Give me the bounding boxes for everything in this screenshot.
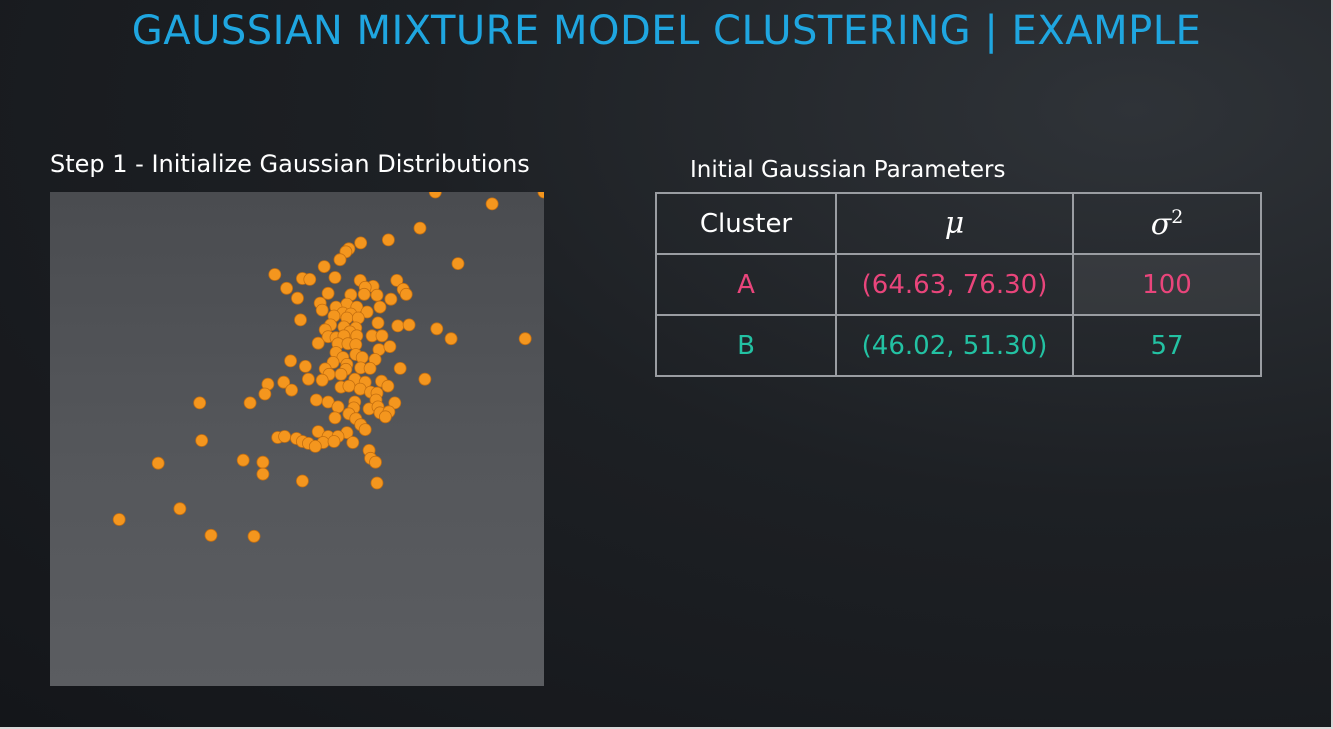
data-point <box>444 332 458 346</box>
data-point <box>328 411 342 425</box>
cluster-a-mu: (64.63, 76.30) <box>835 253 1074 316</box>
data-point <box>173 502 187 516</box>
data-point <box>247 529 261 543</box>
frame-edge-bottom <box>0 727 1333 729</box>
data-point <box>381 233 395 247</box>
data-point <box>369 455 382 469</box>
slide-title: GAUSSIAN MIXTURE MODEL CLUSTERING | EXAM… <box>131 8 1202 54</box>
data-point <box>413 221 427 235</box>
data-point <box>381 379 395 393</box>
sigma-symbol: σ2 <box>1150 205 1184 242</box>
data-point <box>311 336 325 350</box>
data-point <box>357 287 371 301</box>
data-point <box>358 423 372 437</box>
data-point <box>354 236 368 250</box>
data-point <box>346 436 360 449</box>
data-point <box>333 253 347 267</box>
data-point <box>383 340 397 354</box>
cluster-b-mu: (46.02, 51.30) <box>835 314 1074 377</box>
cluster-a-label: A <box>655 253 837 316</box>
data-point <box>399 287 413 301</box>
sigma-exponent: 2 <box>1171 205 1184 228</box>
data-point <box>327 435 341 448</box>
sigma-base: σ <box>1150 206 1172 242</box>
data-point <box>280 281 294 295</box>
data-point <box>256 455 270 469</box>
data-point <box>193 396 207 410</box>
data-point <box>315 303 329 317</box>
data-point <box>428 192 442 199</box>
data-point <box>334 367 348 381</box>
header-cluster: Cluster <box>655 192 837 255</box>
data-point <box>384 292 398 306</box>
data-point <box>402 318 416 332</box>
data-point <box>112 513 126 526</box>
mu-symbol: μ <box>944 206 965 241</box>
data-point <box>342 379 356 393</box>
data-point <box>309 393 323 407</box>
frame-edge-right <box>1331 0 1333 729</box>
data-point <box>195 434 209 447</box>
table-header-row: Cluster μ σ2 <box>655 192 1262 255</box>
data-point <box>277 375 291 389</box>
data-point <box>268 268 282 281</box>
data-point <box>418 372 432 386</box>
data-point <box>285 383 299 397</box>
data-point <box>301 372 315 386</box>
data-point <box>430 322 444 336</box>
data-point <box>373 300 387 314</box>
data-point <box>151 456 165 470</box>
data-point <box>390 274 404 287</box>
data-point <box>298 359 312 373</box>
table-caption: Initial Gaussian Parameters <box>690 157 1006 183</box>
data-point <box>303 273 317 286</box>
data-point <box>537 192 544 199</box>
data-point <box>315 373 329 387</box>
data-point <box>308 439 322 453</box>
step-label: Step 1 - Initialize Gaussian Distributio… <box>50 150 530 178</box>
cluster-a-sigma2: 100 <box>1072 253 1262 316</box>
table-row: A (64.63, 76.30) 100 <box>655 253 1262 316</box>
data-point <box>236 453 250 467</box>
data-point <box>317 260 331 273</box>
data-point <box>360 305 374 319</box>
data-point <box>393 361 407 375</box>
data-point <box>243 396 257 410</box>
data-point <box>321 286 335 300</box>
data-point <box>378 410 392 424</box>
scatter-svg <box>112 192 544 543</box>
cluster-b-label: B <box>655 314 837 377</box>
data-point <box>518 332 532 346</box>
data-point <box>370 476 384 490</box>
data-point <box>451 257 465 270</box>
parameters-table: Cluster μ σ2 A (64.63, 76.30) 100 B (46.… <box>655 192 1262 377</box>
cluster-b-sigma2: 57 <box>1072 314 1262 377</box>
data-point <box>278 430 292 443</box>
data-point <box>391 319 405 333</box>
data-point <box>363 361 377 375</box>
data-point <box>291 291 304 305</box>
data-point <box>485 197 499 211</box>
data-point <box>328 271 342 284</box>
data-point <box>258 387 272 401</box>
scatter-plot <box>50 192 544 686</box>
data-point <box>294 313 307 327</box>
data-point <box>375 329 389 343</box>
table-row: B (46.02, 51.30) 57 <box>655 314 1262 377</box>
data-point <box>371 316 385 330</box>
data-point <box>204 528 218 542</box>
data-point <box>370 288 384 302</box>
data-point <box>331 400 345 414</box>
data-point <box>256 467 270 481</box>
header-mu: μ <box>835 192 1074 255</box>
header-sigma-squared: σ2 <box>1072 192 1262 255</box>
data-point <box>284 354 298 368</box>
data-point <box>388 396 402 410</box>
data-point <box>295 474 309 488</box>
